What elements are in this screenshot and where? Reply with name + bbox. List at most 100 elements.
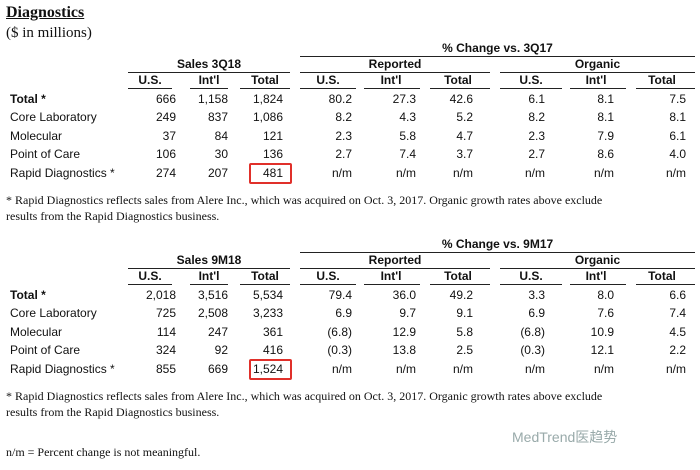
rule [300,56,695,57]
row-label: Rapid Diagnostics * [10,361,115,376]
cell: 6.1 [528,92,545,106]
rule [364,284,420,285]
cell: n/m [524,165,545,180]
row-label: Molecular [10,128,63,143]
cell: 8.1 [597,110,614,125]
cell: 37 [162,128,176,143]
cell: n/m [395,165,416,180]
column-header: U.S. [519,73,543,87]
cell: 8.6 [597,147,614,162]
rule [636,88,695,89]
cell: 2.2 [669,343,686,358]
cell: 666 [155,92,176,106]
column-header: U.S. [316,269,340,283]
cell: 6.9 [335,306,352,321]
column-header: U.S. [316,73,340,87]
cell: n/m [395,361,416,376]
column-header: Total [251,269,279,283]
cell: 274 [155,165,176,180]
cell: 725 [155,306,176,321]
cell: 13.8 [392,343,416,358]
column-header: Total [648,269,676,283]
column-header: Int'l [585,73,607,87]
cell: n/m [665,361,686,376]
column-header: Total [648,73,676,87]
cell: 114 [156,324,176,339]
cell: 136 [262,147,283,162]
cell: 8.0 [597,288,614,302]
row-label: Total * [10,288,46,302]
rule [300,268,490,269]
cell: (6.8) [327,324,352,339]
row-label: Core Laboratory [10,110,97,125]
note: n/m = Percent change is not meaningful. [6,445,201,459]
cell: 1,086 [252,110,283,125]
cell: n/m [524,361,545,376]
rule [500,88,562,89]
cell: 855 [155,361,176,376]
subtitle: ($ in millions) [6,25,92,41]
row-label: Rapid Diagnostics * [10,165,115,180]
cell: 5,534 [252,288,283,302]
cell: 416 [262,343,283,358]
cell: 7.5 [669,92,686,106]
cell: 8.1 [597,92,614,106]
cell: 207 [207,165,228,180]
cell: 2,508 [197,306,228,321]
row-label: Point of Care [10,147,81,162]
rule [300,252,695,253]
cell: 2.7 [335,147,352,162]
group-header: Organic [574,57,621,71]
title: Diagnostics [6,4,85,21]
cell: 4.3 [399,110,416,125]
rule [128,88,172,89]
column-header: U.S. [519,269,543,283]
rule [430,284,490,285]
cell: 837 [207,110,228,125]
cell: 10.9 [590,324,614,339]
cell: 7.6 [597,306,614,321]
rule [300,88,356,89]
cell: 12.1 [590,343,614,358]
cell: n/m [665,165,686,180]
cell: 5.8 [456,324,473,339]
cell: 42.6 [449,92,473,106]
cell: 5.8 [399,128,416,143]
highlight [249,358,292,380]
cell: 7.9 [597,128,614,143]
cell: 3.3 [528,288,545,302]
watermark: MedTrend医趋势 [512,429,618,445]
column-header: Int'l [380,73,402,87]
cell: 12.9 [392,324,416,339]
cell: n/m [331,165,352,180]
cell: 92 [214,343,228,358]
footnote: * Rapid Diagnostics reflects sales from … [6,389,603,403]
rule [500,72,695,73]
cell: 4.0 [669,147,686,162]
rule [500,268,695,269]
column-header: Int'l [198,269,220,283]
cell: n/m [452,361,473,376]
cell: 2.7 [528,147,545,162]
cell: n/m [593,361,614,376]
column-header: U.S. [138,269,162,283]
cell: 8.1 [669,110,686,125]
cell: 249 [155,110,176,125]
cell: 30 [214,147,228,162]
footnote: results from the Rapid Diagnostics busin… [6,209,220,223]
rule [430,88,490,89]
highlight [249,162,292,184]
cell: 324 [155,343,176,358]
rule [240,88,290,89]
cell: 8.2 [528,110,545,125]
cell: 361 [262,324,283,339]
change-header: % Change vs. 9M17 [441,237,554,251]
cell: 247 [207,324,228,339]
cell: (0.3) [520,343,545,358]
cell: 9.1 [456,306,473,321]
rule [190,88,228,89]
cell: 4.5 [669,324,686,339]
rule [500,284,562,285]
cell: 49.2 [449,288,473,302]
